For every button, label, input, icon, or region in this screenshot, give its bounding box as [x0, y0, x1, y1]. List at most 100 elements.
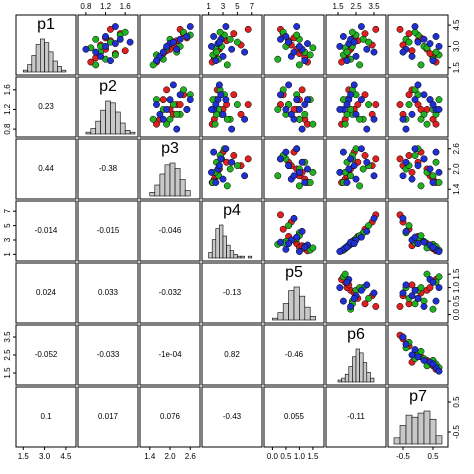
correlation-label: 0.055 [284, 412, 305, 421]
panel-frame [77, 138, 139, 200]
histogram-bar [110, 102, 116, 135]
scatter-point [432, 120, 440, 128]
scatter-point [347, 91, 355, 99]
scatter-point [420, 35, 428, 43]
scatter-point [183, 33, 191, 40]
scatter-point [361, 91, 369, 99]
scatter-point [352, 175, 360, 183]
scatter-point [274, 55, 282, 63]
x-tick-label: 4.5 [60, 452, 72, 461]
panel-frame [263, 14, 325, 76]
scatter-point [186, 96, 194, 104]
panel-frame [15, 386, 77, 448]
x-tick-label: 1.6 [120, 2, 132, 11]
scatter-point [432, 148, 440, 156]
y-tick-label: 1.5 [452, 62, 461, 74]
scatter-point [411, 286, 419, 294]
scatter-point [309, 244, 317, 252]
scatter-point [350, 81, 358, 89]
x-tick-label: 2.5 [350, 2, 362, 11]
scatter-point [417, 284, 425, 292]
scatter-point [343, 278, 351, 286]
scatter-point [309, 44, 317, 52]
scatter-point [166, 96, 174, 104]
scatter-point [414, 294, 422, 302]
scatter-point [277, 91, 284, 99]
panel-frame [201, 200, 263, 262]
scatter-point [211, 120, 219, 128]
scatter-point [233, 38, 241, 46]
scatter-point [208, 168, 215, 176]
scatter-point [405, 222, 413, 230]
histogram-bar [52, 60, 58, 73]
panel-frame [263, 324, 325, 386]
panel-frame [201, 138, 263, 200]
x-tick-label: 5 [235, 2, 240, 11]
correlation-label: 0.82 [224, 350, 240, 359]
scatter-point [414, 81, 422, 89]
scatter-point [173, 45, 181, 53]
scatter-point [372, 25, 380, 33]
scatter-point [411, 145, 419, 153]
scatter-point [285, 222, 293, 230]
scatter-point [343, 110, 351, 118]
panel-frame [325, 138, 387, 200]
scatter-point [417, 115, 425, 123]
y-tick-label: 3.5 [3, 331, 12, 343]
panel-frame [325, 76, 387, 138]
histogram-bar [215, 228, 220, 259]
scatter-point [97, 52, 105, 60]
scatter-point [435, 168, 443, 176]
scatter-point [153, 101, 160, 108]
scatter-point [399, 115, 407, 123]
panel-frame [139, 324, 201, 386]
y-tick-label: 4.5 [452, 19, 461, 31]
panel-frame [77, 76, 139, 138]
scatter-point [295, 168, 303, 176]
histogram-bar [149, 192, 156, 197]
panel-frame [77, 14, 139, 76]
scatter-point [357, 145, 365, 153]
scatter-point [293, 96, 301, 104]
histogram-bar [31, 55, 37, 73]
scatter-point [365, 294, 373, 302]
histogram-bar [405, 414, 413, 445]
y-tick-label: 3 [3, 237, 12, 242]
x-tick-label: 0.5 [280, 452, 292, 461]
y-tick-label: 1.0 [452, 281, 461, 293]
y-tick-label: 1.5 [3, 367, 12, 379]
correlation-label: -0.11 [347, 412, 365, 421]
panel-frame [139, 76, 201, 138]
histogram-bar [237, 255, 242, 259]
scatter-point [215, 162, 223, 170]
scatter-point [405, 91, 413, 99]
histogram-bar [44, 42, 50, 73]
panel-frame [387, 76, 449, 138]
scatter-point [149, 115, 157, 123]
scatter-point [208, 106, 215, 113]
scatter-point [408, 175, 416, 183]
scatter-point [301, 101, 309, 108]
histogram-bar [226, 244, 231, 259]
scatter-point [82, 45, 90, 53]
x-tick-label: 1.5 [332, 2, 344, 11]
histogram-bar [282, 303, 289, 321]
scatter-point [426, 50, 434, 57]
histogram-bar [174, 168, 181, 197]
scatter-point [435, 284, 443, 292]
scatter-point [435, 367, 443, 375]
scatter-point [237, 110, 245, 118]
scatter-point [432, 48, 440, 56]
scatter-point [359, 35, 367, 43]
scatter-point [426, 284, 434, 292]
panel-frame [139, 200, 201, 262]
scatter-point [301, 179, 309, 186]
scatter-point [298, 158, 306, 166]
scatter-point [217, 91, 225, 99]
scatter-point [226, 165, 234, 173]
x-tick-label: 0.5 [427, 452, 439, 461]
histogram-bar [233, 254, 238, 259]
scatter-point [361, 152, 369, 159]
y-tick-label: 2.6 [452, 143, 461, 155]
